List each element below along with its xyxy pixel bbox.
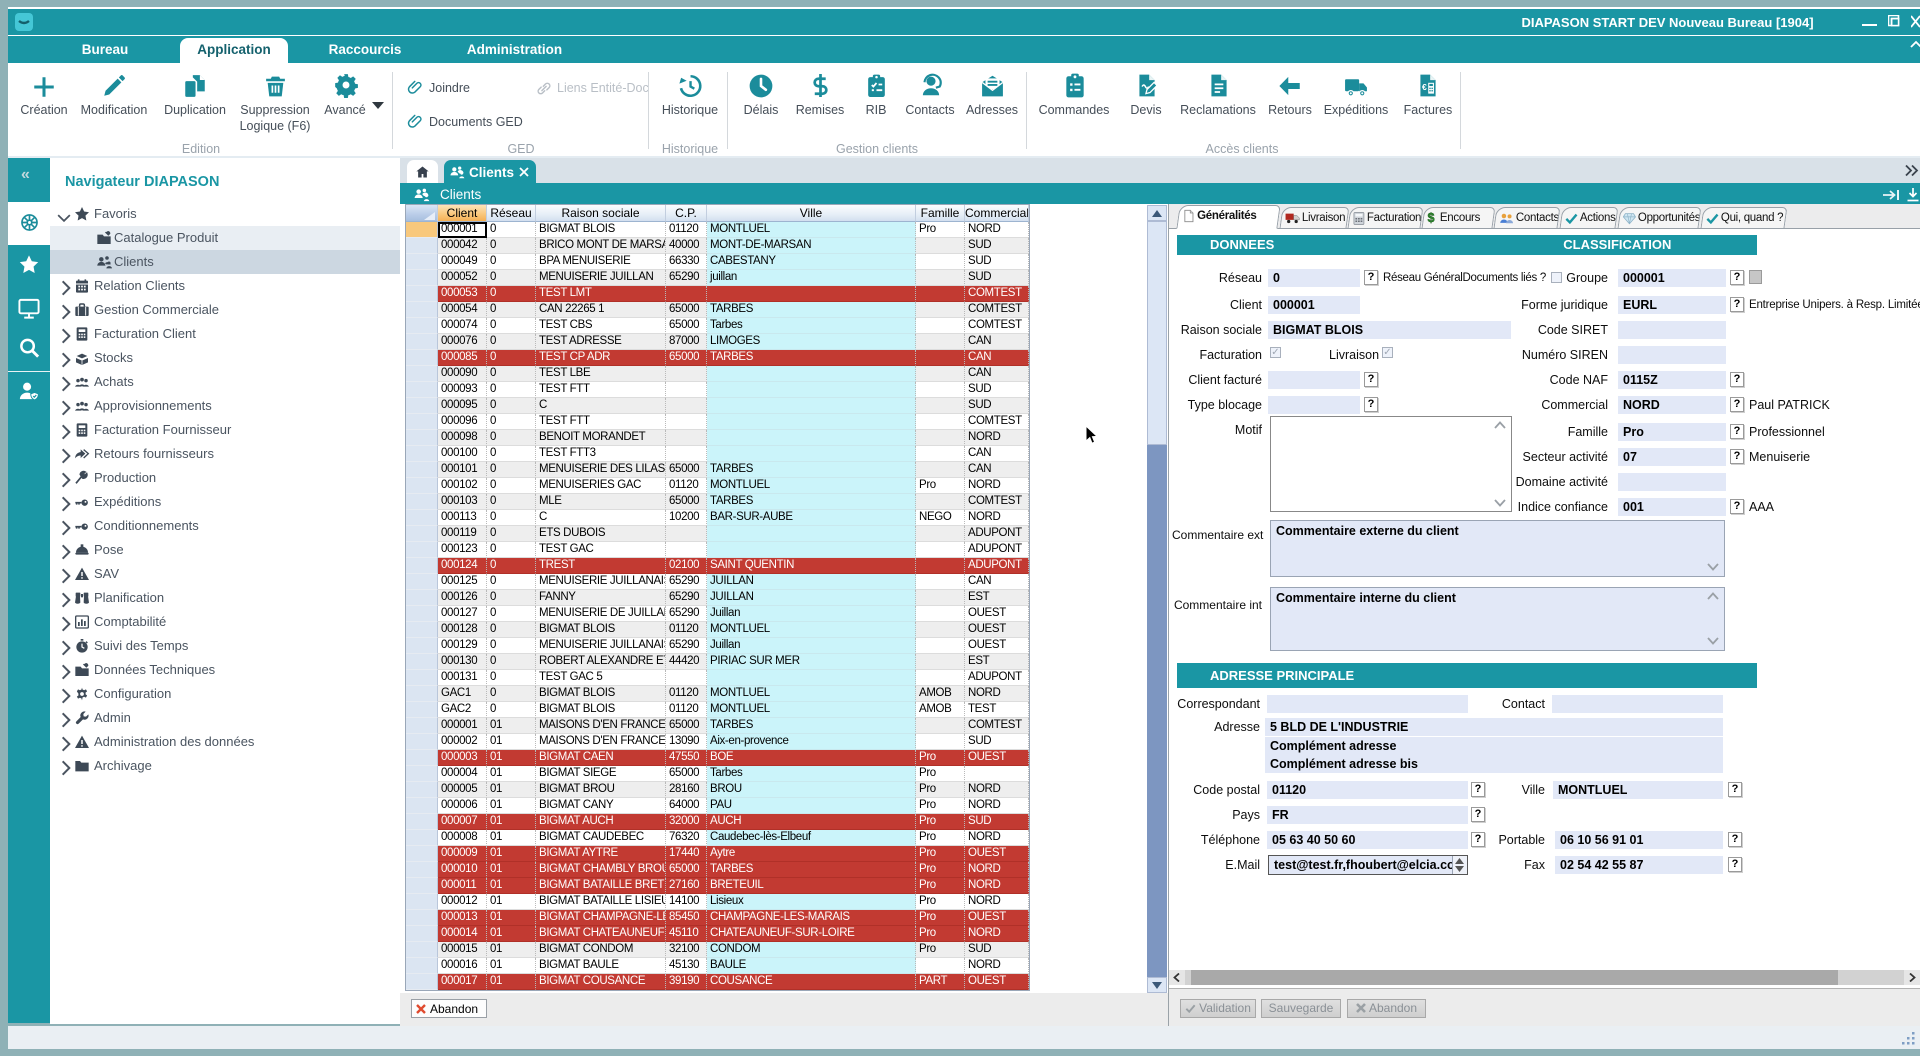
- svg-text:€: €: [1422, 82, 1427, 92]
- svg-text:$: $: [1428, 211, 1435, 225]
